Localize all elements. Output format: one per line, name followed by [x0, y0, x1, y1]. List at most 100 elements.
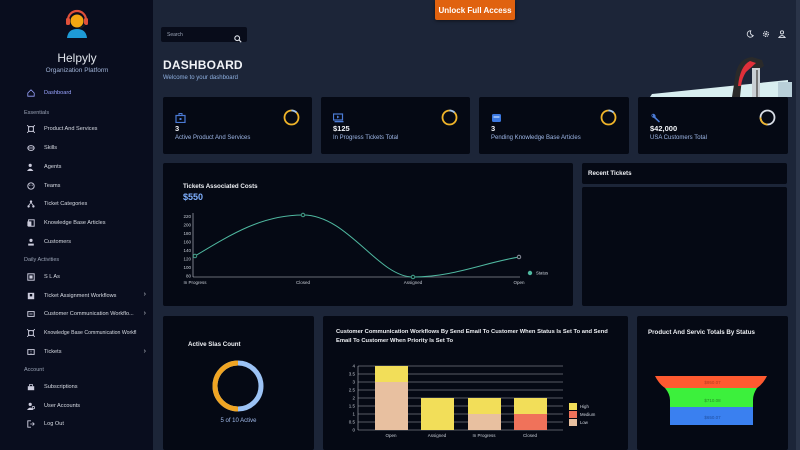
sidebar-item-tickets[interactable]: Tickets › — [0, 343, 154, 362]
svg-text:200: 200 — [183, 223, 191, 228]
sidebar-item-label: Tickets — [44, 348, 62, 355]
user-icon[interactable] — [777, 29, 786, 38]
sidebar-item-label: User Accounts — [44, 402, 81, 409]
sidebar-item-label: Customer Communication Workflo... — [44, 311, 134, 318]
brand-name: Helpyly — [57, 51, 97, 65]
sidebar-item-subscriptions[interactable]: Subscriptions — [0, 377, 154, 396]
svg-text:1: 1 — [352, 412, 355, 417]
workflows-chart-title-line1: Customer Communication Workflows By Send… — [336, 329, 608, 335]
svg-text:In Progress: In Progress — [183, 280, 207, 285]
communication-icon — [26, 310, 35, 319]
user-accounts-icon — [26, 401, 35, 410]
sidebar-item-label: Subscriptions — [44, 383, 78, 390]
funnel-chart-title: Product And Servic Totals By Status — [648, 329, 755, 336]
svg-text:4: 4 — [352, 364, 355, 369]
wrench-icon — [650, 110, 661, 123]
sidebar-item-skills[interactable]: Skills — [0, 139, 154, 158]
stat-label: USA Customers Total — [650, 135, 707, 141]
page-subtitle: Welcome to your dashboard — [163, 75, 238, 81]
sidebar-item-product-and-services[interactable]: Product And Services — [0, 120, 154, 139]
chevron-right-icon[interactable]: › — [143, 309, 146, 317]
brand-subtitle: Organization Platform — [45, 67, 109, 74]
section-essentials: Essentials — [24, 109, 50, 116]
sidebar-item-label: Product And Services — [44, 126, 98, 133]
search-input[interactable] — [167, 30, 227, 39]
stat-label: In Progress Tickets Total — [333, 135, 399, 141]
sidebar-item-ticket-assignment-workflows[interactable]: Ticket Assignment Workflows › — [0, 286, 154, 305]
sidebar-item-dashboard[interactable]: Dashboard — [0, 84, 154, 103]
sidebar-item-log-out[interactable]: Log Out — [0, 415, 154, 434]
sidebar-item-slas[interactable]: S L As — [0, 267, 154, 286]
stat-card-active-products[interactable]: 3 Active Product And Services — [163, 97, 312, 154]
unlock-full-access-button[interactable]: Unlock Full Access — [435, 0, 515, 20]
svg-text:Assigned: Assigned — [404, 280, 423, 285]
chevron-right-icon[interactable]: › — [143, 291, 146, 299]
funnel-chart-card: Product And Servic Totals By Status $950… — [637, 316, 788, 450]
sidebar-item-knowledge-base-communication-workflows[interactable]: Knowledge Base Communication Workfl — [0, 324, 154, 343]
sidebar-item-label: Agents — [44, 163, 62, 170]
sidebar-item-label: Knowledge Base Communication Workfl — [44, 330, 137, 337]
sidebar-item-label: Ticket Categories — [44, 201, 88, 208]
funnel-label-1: $950.07 — [704, 380, 721, 385]
svg-text:2.5: 2.5 — [349, 388, 356, 393]
progress-ring — [283, 109, 300, 126]
progress-ring — [441, 109, 458, 126]
active-slas-title: Active Slas Count — [188, 341, 241, 348]
teams-icon — [26, 181, 35, 190]
workflow-icon — [26, 291, 35, 300]
sidebar-item-label: Ticket Assignment Workflows — [44, 292, 117, 299]
agents-icon — [26, 162, 35, 171]
gear-icon[interactable] — [761, 29, 770, 38]
svg-text:High: High — [580, 404, 589, 409]
kb-workflow-icon — [26, 329, 35, 338]
section-daily-activities: Daily Activities — [24, 257, 60, 264]
tickets-costs-total: $550 — [183, 192, 204, 202]
sidebar-item-teams[interactable]: Teams — [0, 176, 154, 195]
product-icon — [26, 125, 35, 134]
sidebar-item-label: Knowledge Base Articles — [44, 220, 106, 227]
tickets-icon — [26, 347, 35, 356]
logout-icon — [26, 420, 35, 429]
svg-text:Open: Open — [385, 433, 397, 438]
svg-text:1.5: 1.5 — [349, 404, 356, 409]
svg-text:120: 120 — [183, 257, 191, 262]
svg-text:2: 2 — [352, 396, 355, 401]
sidebar-item-label: Dashboard — [44, 90, 72, 97]
stat-card-pending-kb-articles[interactable]: 3 Pending Knowledge Base Articles — [479, 97, 629, 154]
svg-text:Closed: Closed — [296, 280, 311, 285]
money-icon — [332, 110, 344, 123]
svg-text:100: 100 — [183, 265, 191, 270]
sidebar-item-label: S L As — [44, 273, 60, 280]
page-scrollbar[interactable] — [796, 0, 800, 450]
tickets-costs-title: Tickets Associated Costs — [183, 183, 258, 190]
chevron-right-icon[interactable]: › — [143, 347, 146, 355]
funnel-chart — [655, 376, 767, 425]
sla-icon — [26, 272, 35, 281]
active-slas-card: Active Slas Count 5 of 10 Active — [163, 316, 314, 450]
section-account: Account — [24, 367, 44, 374]
svg-text:80: 80 — [186, 274, 192, 279]
moon-icon[interactable] — [745, 29, 754, 38]
sidebar-item-user-accounts[interactable]: User Accounts — [0, 396, 154, 415]
sidebar-item-knowledge-base-articles[interactable]: Knowledge Base Articles — [0, 214, 154, 233]
sidebar-item-customer-communication-workflows[interactable]: Customer Communication Workflo... › — [0, 305, 154, 324]
sidebar-item-label: Customers — [44, 238, 72, 245]
stat-value: $125 — [333, 124, 350, 133]
tickets-costs-line-chart: 220 200 180 160 140 120 100 80 In Progre… — [183, 212, 548, 285]
sidebar-item-agents[interactable]: Agents — [0, 157, 154, 176]
sidebar-item-customers[interactable]: Customers — [0, 233, 154, 252]
stat-card-usa-customers[interactable]: $42,000 USA Customers Total — [638, 97, 788, 154]
stat-value: 3 — [175, 124, 180, 133]
categories-icon — [26, 200, 35, 209]
stat-card-in-progress-tickets[interactable]: $125 In Progress Tickets Total — [321, 97, 470, 154]
tickets-costs-card: Tickets Associated Costs $550 220 200 18… — [163, 163, 573, 306]
sidebar-nav: Dashboard Essentials Product And Service… — [0, 84, 154, 434]
sidebar: Helpyly Organization Platform Dashboard … — [0, 0, 154, 450]
sidebar-item-ticket-categories[interactable]: Ticket Categories — [0, 195, 154, 214]
sidebar-item-label: Teams — [44, 182, 61, 189]
search-icon[interactable] — [234, 30, 242, 43]
search-box — [161, 27, 247, 43]
svg-text:In Progress: In Progress — [472, 433, 496, 438]
svg-text:Status: Status — [536, 271, 548, 276]
